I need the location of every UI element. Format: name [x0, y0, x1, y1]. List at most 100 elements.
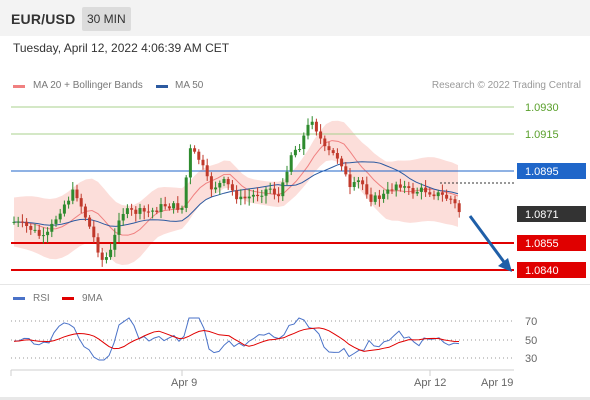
- candle-body: [323, 138, 327, 147]
- rsi-panel: 70 50 30: [11, 316, 537, 365]
- candle-body: [277, 194, 281, 197]
- candle-body: [440, 192, 444, 195]
- bottom-border: [0, 397, 590, 400]
- candle-body: [415, 191, 419, 194]
- candle-body: [29, 226, 33, 230]
- candle-body: [268, 188, 272, 190]
- candle-body: [142, 208, 146, 212]
- candle-body: [436, 192, 440, 197]
- candle-body: [293, 149, 297, 156]
- candle-body: [155, 210, 159, 212]
- candle-body: [298, 149, 302, 151]
- candle-body: [289, 155, 293, 172]
- rsi-ma-legend: 9MA: [82, 293, 103, 304]
- candle-body: [109, 249, 113, 258]
- candle-body: [272, 188, 276, 195]
- candle-body: [88, 217, 92, 227]
- ma50-swatch: [156, 85, 168, 88]
- x-label-apr19: Apr 19: [481, 377, 513, 389]
- candle-body: [386, 189, 390, 194]
- rsi-ma-line: [13, 327, 460, 352]
- candle-body: [344, 166, 348, 175]
- candle-body: [260, 195, 264, 197]
- candle-body: [205, 165, 209, 177]
- candle-body: [12, 221, 16, 223]
- rsi-ma-swatch: [62, 297, 74, 300]
- candle-body: [373, 195, 377, 202]
- candle-body: [239, 196, 243, 200]
- candle-body: [209, 176, 213, 190]
- candle-body: [445, 194, 449, 199]
- ma20-swatch: [13, 85, 25, 88]
- candle-body: [419, 187, 423, 192]
- chart-header: EUR/USD 30 MIN: [0, 0, 590, 36]
- candle-body: [306, 124, 310, 136]
- candle-body: [247, 196, 251, 199]
- candle-body: [117, 220, 121, 235]
- rsi-line: [13, 317, 460, 361]
- candle-body: [432, 194, 436, 197]
- candle-body: [83, 206, 87, 218]
- candle-body: [453, 199, 457, 204]
- candle-body: [411, 187, 415, 194]
- candle-body: [377, 195, 381, 199]
- candle-body: [176, 203, 180, 210]
- candle-body: [180, 207, 184, 210]
- candle-body: [214, 187, 218, 190]
- candle-body: [403, 186, 407, 188]
- candle-body: [256, 194, 260, 197]
- candle-body: [121, 213, 125, 221]
- candle-body: [201, 159, 205, 166]
- candle-body: [302, 135, 306, 150]
- rsi-swatch: [13, 297, 25, 300]
- candle-body: [310, 121, 314, 125]
- candle-body: [96, 237, 100, 253]
- price-label-1: 1.0930: [525, 102, 559, 114]
- candle-body: [251, 194, 255, 197]
- candle-body: [394, 184, 398, 191]
- candle-body: [369, 194, 373, 202]
- candle-body: [188, 148, 192, 178]
- candle-body: [390, 189, 394, 191]
- candle-body: [67, 200, 71, 205]
- timestamp: Tuesday, April 12, 2022 4:06:39 AM CET: [13, 41, 230, 55]
- candle-body: [348, 174, 352, 188]
- forecast-arrow: [468, 215, 512, 272]
- candle-body: [319, 131, 323, 139]
- candle-body: [352, 182, 356, 188]
- candle-body: [33, 229, 37, 231]
- rsi-tick-50: 50: [525, 335, 537, 347]
- candle-body: [79, 198, 83, 207]
- candle-body: [75, 189, 79, 199]
- price-tag-5: [517, 235, 586, 251]
- candle-body: [449, 198, 453, 200]
- price-label-2: 1.0915: [525, 129, 559, 141]
- candle-body: [335, 153, 339, 159]
- candle-body: [151, 210, 155, 212]
- candle-body: [226, 179, 230, 185]
- candle-body: [58, 213, 62, 220]
- candle-body: [130, 208, 134, 210]
- candle-body: [285, 171, 289, 183]
- price-label-5: 1.0855: [525, 238, 559, 250]
- candlestick-series: [12, 116, 461, 267]
- candle-body: [340, 158, 344, 167]
- candle-body: [382, 193, 386, 199]
- candle-body: [398, 184, 402, 188]
- candle-body: [71, 189, 75, 201]
- candle-body: [428, 192, 432, 195]
- candle-body: [167, 206, 171, 209]
- candle-body: [113, 234, 117, 250]
- candle-body: [457, 203, 461, 213]
- candle-body: [125, 208, 129, 214]
- candle-body: [193, 148, 197, 152]
- price-label-3: 1.0895: [525, 166, 559, 178]
- candle-body: [327, 146, 331, 151]
- price-label-6: 1.0840: [525, 265, 559, 277]
- timeframe-badge[interactable]: 30 MIN: [82, 7, 131, 31]
- candle-body: [138, 208, 142, 214]
- price-tag-4: [517, 206, 586, 222]
- candle-body: [264, 189, 268, 196]
- candle-body: [134, 209, 138, 214]
